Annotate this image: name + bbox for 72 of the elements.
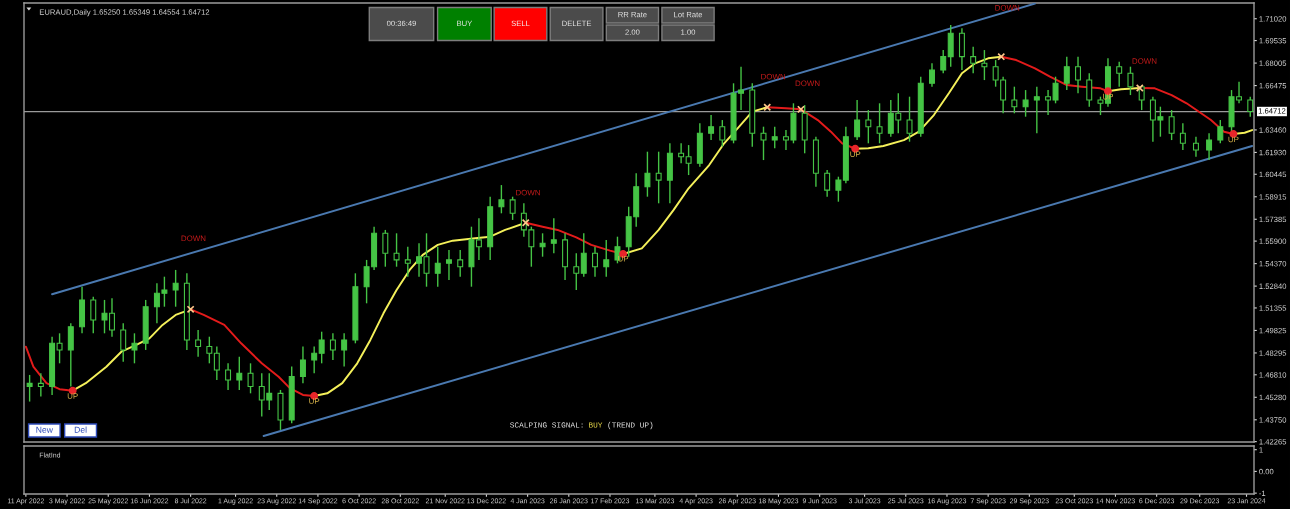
candlestick <box>329 332 336 361</box>
candlestick <box>26 374 33 403</box>
candlestick <box>457 249 464 278</box>
candlestick <box>434 245 441 288</box>
candlestick <box>1022 89 1029 118</box>
candlestick <box>37 372 44 398</box>
candlestick <box>929 62 935 88</box>
candlestick <box>1116 60 1123 88</box>
candlestick <box>445 249 452 281</box>
candlestick <box>603 239 610 278</box>
candlestick <box>940 49 947 74</box>
candlestick <box>970 45 977 74</box>
candlestick <box>206 336 213 365</box>
candlestick <box>644 150 651 198</box>
candlestick <box>404 245 411 278</box>
candlestick <box>835 175 842 203</box>
candlestick <box>1063 55 1070 91</box>
candlestick <box>539 232 546 258</box>
candlestick <box>1247 95 1254 118</box>
candlestick <box>947 24 954 68</box>
point <box>521 218 530 227</box>
candlestick <box>1011 85 1018 114</box>
candlestick <box>1206 132 1213 161</box>
candlestick <box>685 144 692 176</box>
point <box>186 305 195 314</box>
candlestick <box>90 296 97 335</box>
candlestick <box>509 195 516 221</box>
candlestick <box>341 332 348 368</box>
candlestick <box>311 345 318 375</box>
candlestick <box>573 252 580 291</box>
candlestick <box>225 362 232 391</box>
candlestick <box>236 356 243 391</box>
annotation: Del <box>74 426 87 433</box>
point <box>997 52 1006 61</box>
candlestick <box>1127 65 1134 96</box>
candlestick <box>1033 85 1040 134</box>
candlestick <box>1192 135 1199 158</box>
candlestick <box>906 95 913 143</box>
candlestick <box>213 345 220 381</box>
candlestick <box>981 49 988 81</box>
candlestick <box>592 245 598 278</box>
candlestick <box>393 232 400 268</box>
candlestick <box>1168 109 1175 141</box>
candlestick <box>299 345 306 385</box>
candlestick <box>678 142 685 164</box>
candlestick <box>382 229 389 268</box>
candlestick <box>120 322 127 363</box>
candlestick <box>876 102 883 144</box>
candlestick <box>131 332 138 365</box>
candlestick <box>760 125 767 161</box>
candlestick <box>195 329 202 358</box>
candlestick <box>958 27 965 71</box>
candlestick <box>719 119 726 148</box>
candlestick <box>550 217 557 255</box>
candlestick <box>865 109 872 144</box>
candlestick <box>771 125 778 149</box>
candlestick <box>580 232 587 278</box>
candlestick <box>67 322 74 388</box>
candlestick <box>1075 55 1082 94</box>
candlestick <box>854 99 861 141</box>
candlestick <box>1179 122 1186 151</box>
candlestick <box>1217 119 1224 144</box>
candlestick <box>824 169 831 198</box>
candlestick <box>655 150 662 205</box>
candlestick <box>247 362 254 395</box>
candlestick <box>172 269 179 308</box>
candlestick <box>498 184 505 215</box>
annotation: New <box>36 426 53 433</box>
candlestick <box>318 331 325 365</box>
candlestick <box>708 114 715 141</box>
candlestick <box>1086 72 1093 108</box>
point <box>763 103 772 112</box>
